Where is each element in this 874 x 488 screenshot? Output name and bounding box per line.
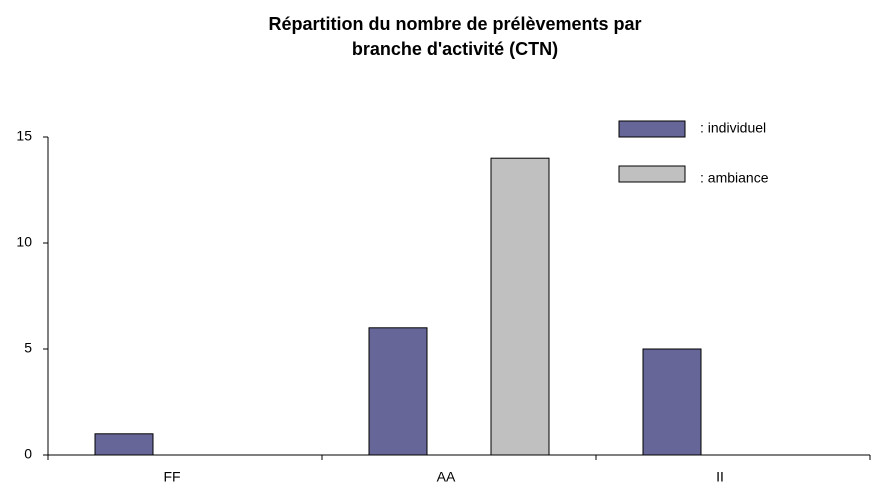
bar — [368, 327, 428, 456]
y-tick-label: 5 — [24, 340, 32, 356]
x-tick-label: FF — [163, 469, 180, 485]
bar — [490, 157, 550, 456]
y-tick-label: 15 — [16, 128, 32, 144]
x-tick-label: AA — [437, 469, 456, 485]
x-tick-label: II — [716, 469, 724, 485]
chart-title: Répartition du nombre de prélèvements pa… — [268, 14, 642, 59]
bar — [642, 348, 702, 456]
legend-label: : ambiance — [700, 170, 769, 186]
y-tick-label: 0 — [24, 446, 32, 462]
legend-label: : individuel — [700, 120, 766, 136]
legend-swatch — [618, 165, 686, 183]
y-tick-label: 10 — [16, 234, 32, 250]
bar — [94, 433, 154, 456]
legend-swatch — [618, 120, 686, 138]
